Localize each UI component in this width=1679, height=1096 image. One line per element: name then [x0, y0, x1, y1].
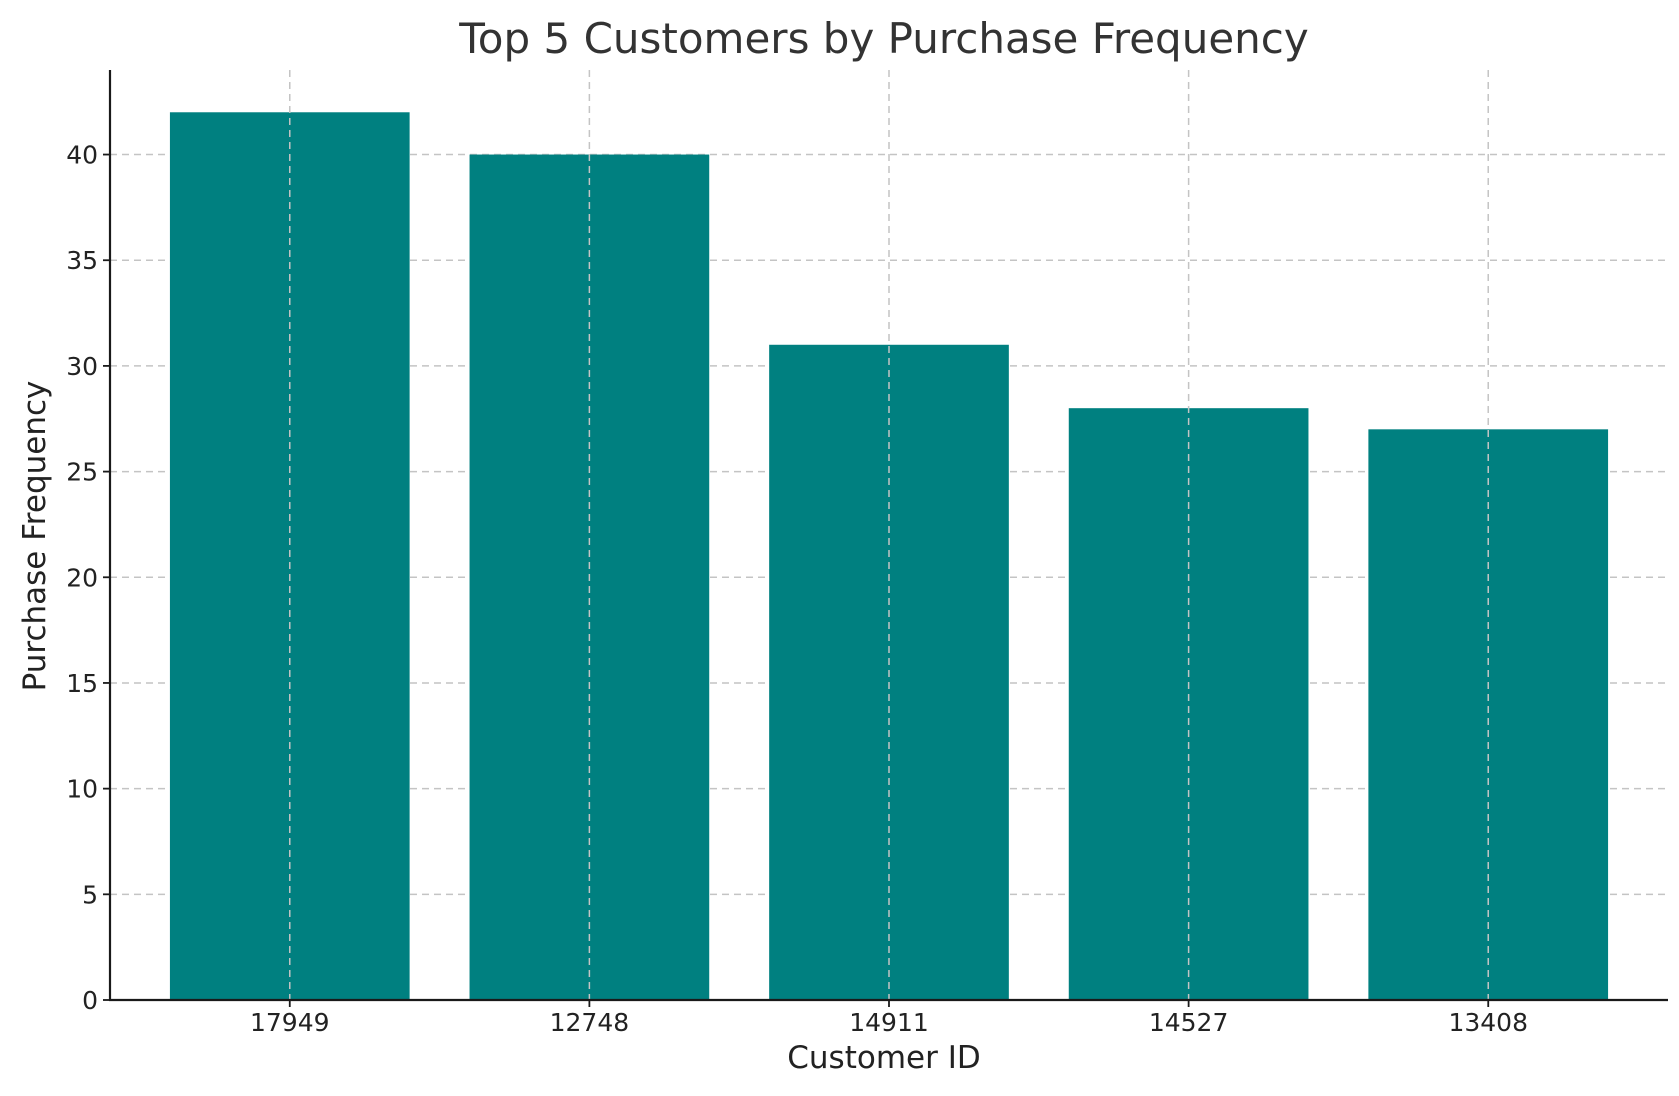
y-tick-label: 25	[66, 458, 98, 487]
y-tick-label: 30	[66, 352, 98, 381]
y-tick-label: 5	[82, 880, 98, 909]
x-tick-label: 12748	[550, 1008, 630, 1037]
y-tick-label: 20	[66, 563, 98, 592]
x-tick-label: 13408	[1448, 1008, 1528, 1037]
y-tick-label: 10	[66, 775, 98, 804]
x-tick-label: 17949	[250, 1008, 330, 1037]
y-tick-label: 0	[82, 986, 98, 1015]
y-tick-label: 15	[66, 669, 98, 698]
y-axis-ticks: 0 5 10 15 20 25 30 35 40	[66, 141, 110, 1015]
vertical-grid-lines	[289, 70, 1489, 1000]
x-tick-label: 14911	[849, 1008, 929, 1037]
x-axis-label: Customer ID	[787, 1040, 980, 1076]
chart-title: Top 5 Customers by Purchase Frequency	[458, 14, 1308, 63]
y-tick-label: 40	[66, 141, 98, 170]
x-tick-label: 14527	[1149, 1008, 1229, 1037]
y-tick-label: 35	[66, 246, 98, 275]
y-axis-label: Purchase Frequency	[17, 381, 53, 692]
x-axis-ticks: 17949 12748 14911 14527 13408	[250, 1000, 1528, 1037]
